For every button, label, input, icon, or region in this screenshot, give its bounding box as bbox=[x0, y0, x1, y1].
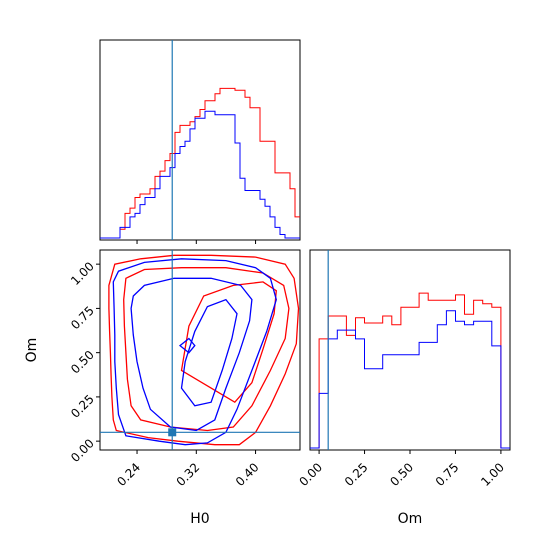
om-hist-x-tick-label: 0.50 bbox=[387, 460, 416, 489]
contour-level-7 bbox=[178, 337, 196, 354]
om-hist-x-tick-label: 0.25 bbox=[342, 460, 371, 489]
contour-level-6 bbox=[180, 298, 238, 407]
contour-x-tick-label: 0.24 bbox=[114, 460, 143, 489]
h0-hist-series-2-step-line bbox=[100, 110, 300, 239]
contour-y-tick-label: 1.00 bbox=[68, 259, 97, 288]
contour-y-tick-label: 0.75 bbox=[68, 303, 97, 332]
om-hist-series bbox=[310, 250, 510, 450]
contour-y-tick-label: 0.25 bbox=[68, 392, 97, 421]
contour-x-axis-label: H0 bbox=[190, 511, 209, 527]
h0-hist-ticks bbox=[136, 240, 257, 244]
contour-y-axis-label: Om bbox=[24, 338, 40, 363]
contour-truth-marker bbox=[168, 428, 177, 437]
om-hist-x-tick-label: 0.75 bbox=[433, 460, 462, 489]
contour-level-1 bbox=[108, 254, 300, 446]
contour-frame bbox=[99, 249, 301, 451]
contour-series bbox=[108, 254, 300, 446]
h0-hist-series bbox=[100, 40, 300, 240]
om-hist-x-tick-label: 1.00 bbox=[478, 460, 507, 489]
contour-truth-lines bbox=[100, 250, 300, 450]
contour-level-4 bbox=[112, 258, 277, 446]
contour-x-tick-label: 0.32 bbox=[174, 460, 203, 489]
om-hist-x-tick-label: 0.00 bbox=[296, 460, 325, 489]
contour-level-5 bbox=[130, 277, 253, 432]
h0-histogram-panel bbox=[99, 39, 301, 244]
contour-x-tick-label: 0.40 bbox=[233, 460, 262, 489]
contour-level-2 bbox=[123, 267, 290, 432]
contour-y-tick-label: 0.50 bbox=[68, 348, 97, 377]
om-hist-ticks: 0.00 0.25 0.50 0.75 1.00 bbox=[296, 450, 507, 489]
om-hist-series-2-step-line bbox=[310, 310, 510, 449]
contour-x-ticks: 0.24 0.32 0.40 bbox=[114, 450, 262, 489]
om-hist-series-1-step-line bbox=[310, 292, 510, 449]
contour-y-ticks: 0.00 0.25 0.50 0.75 1.00 bbox=[68, 259, 100, 465]
h0-hist-frame bbox=[99, 39, 301, 241]
om-histogram-panel: 0.00 0.25 0.50 0.75 1.00 Om bbox=[296, 249, 511, 527]
contour-y-tick-label: 0.00 bbox=[68, 436, 97, 465]
om-hist-frame bbox=[309, 249, 511, 451]
om-x-axis-label: Om bbox=[398, 511, 423, 527]
contour-panel: 0.24 0.32 0.40 0.00 0.25 0.50 0.75 1.00 H0 Om bbox=[24, 249, 301, 527]
